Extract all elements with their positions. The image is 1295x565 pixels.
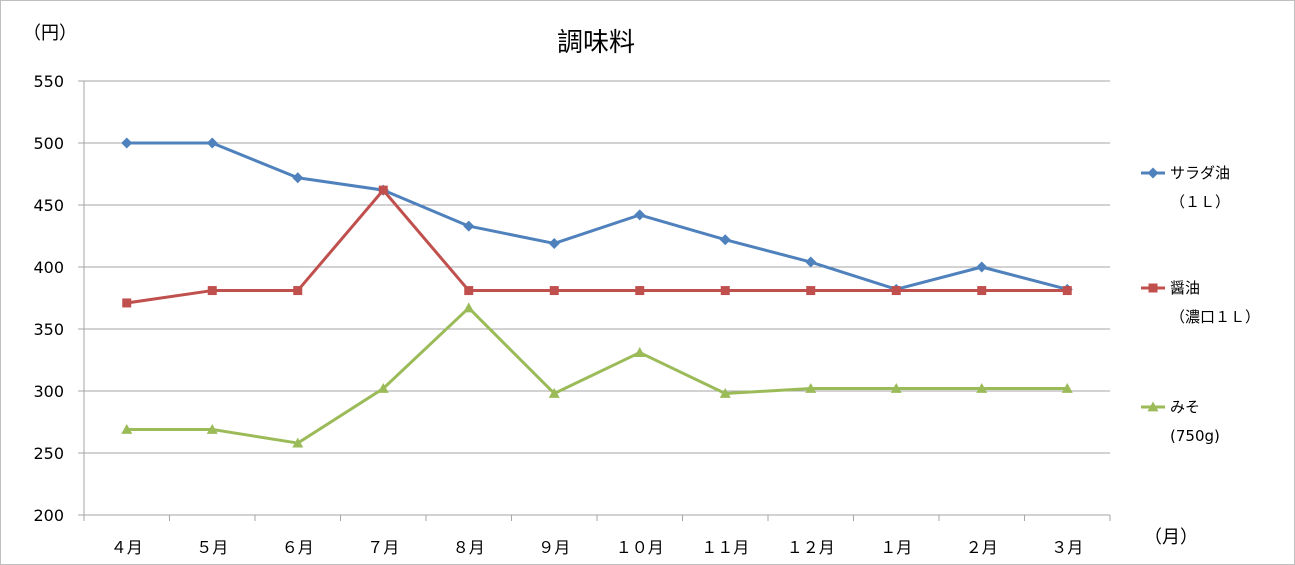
series-line [126,306,1068,445]
data-point [805,383,817,393]
series-line [126,188,1068,305]
data-point [891,286,901,296]
legend-marker [1147,167,1159,179]
data-point [634,347,646,357]
legend-label: 醤油 [1170,279,1200,297]
data-point [634,209,646,221]
y-tick-label: 200 [33,506,64,525]
chart-title: 調味料 [557,28,635,58]
x-tick-label: ８月 [453,538,485,557]
x-tick-labels: ４月 ５月 ６月 ７月 ８月 ９月 １０月 １１月 １２月 １月 ２月 ３月 [111,538,1084,557]
x-tick-label: ２月 [966,538,998,557]
data-point [292,172,304,184]
data-point [1062,286,1072,296]
data-point [719,234,731,246]
x-tick-label: ９月 [538,538,570,557]
legend-sublabel: （１Ｌ） [1170,193,1230,211]
data-point [720,286,730,296]
data-point [890,383,902,393]
y-tick-label: 300 [33,382,64,401]
data-point [207,286,217,296]
data-point [805,256,817,268]
x-tick-label: ５月 [196,538,228,557]
x-tick-label: １２月 [787,538,835,557]
x-tick-label: １１月 [701,538,749,557]
legend-sublabel: （濃口１Ｌ） [1170,308,1260,326]
data-point [206,423,218,434]
y-axis-unit-label: （円） [23,23,77,44]
legend-entry-1: サラダ油 （１Ｌ） [1141,164,1230,211]
x-tick-label: １０月 [616,538,664,557]
data-point [719,387,731,398]
data-point [806,286,816,296]
x-tick-label: １月 [880,538,912,557]
legend-entry-2: 醤油 （濃口１Ｌ） [1141,279,1260,326]
legend-entry-3: みそ (750g) [1141,398,1220,445]
legend: サラダ油 （１Ｌ） 醤油 （濃口１Ｌ） みそ (750g) [1141,164,1260,445]
x-tick-label: ３月 [1051,538,1083,557]
x-tick-label: ７月 [367,538,399,557]
data-point [464,286,474,296]
x-axis-unit-label: （月） [1144,527,1198,548]
data-point [1061,383,1073,393]
series-2 [122,185,1072,308]
data-point [377,383,389,393]
y-tick-labels: 550 500 450 400 350 300 250 200 [33,72,64,525]
series-3 [121,302,1073,448]
data-point [977,286,987,296]
series-1 [121,137,1073,295]
data-point [122,298,132,308]
data-point [206,137,218,149]
legend-label: みそ [1170,398,1200,416]
data-point [549,286,559,296]
data-point [121,423,133,434]
data-point [976,383,988,393]
axes [78,80,1111,521]
legend-sublabel: (750g) [1170,427,1220,445]
data-point [635,286,645,296]
x-tick-label: ４月 [111,538,143,557]
y-tick-label: 550 [33,72,64,91]
data-point [463,220,475,232]
legend-label: サラダ油 [1170,164,1230,182]
data-point [378,185,388,195]
legend-marker [1148,283,1158,293]
data-point [121,137,133,149]
data-point [292,437,304,448]
y-tick-label: 450 [33,196,64,215]
y-tick-label: 350 [33,320,64,339]
y-tick-label: 500 [33,134,64,153]
data-point [548,387,560,398]
data-point [293,286,303,296]
series-line [126,141,1068,291]
gridlines [84,80,1110,454]
y-tick-label: 250 [33,444,64,463]
series-group [121,137,1073,448]
x-tick-label: ６月 [282,538,314,557]
data-point [548,237,560,249]
data-point [976,261,988,273]
y-tick-label: 400 [33,258,64,277]
legend-marker [1147,401,1159,412]
data-point [463,302,475,313]
